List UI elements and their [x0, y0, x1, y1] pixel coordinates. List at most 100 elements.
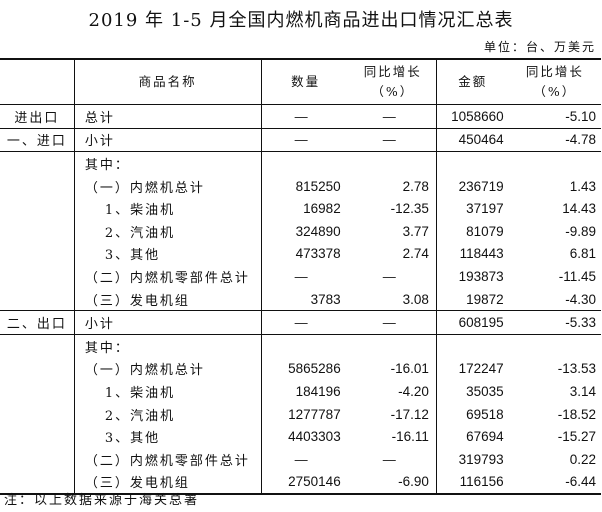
- table-row: 1、柴油机 16982 -12.35 37197 14.43: [0, 197, 601, 220]
- header-amount-yoy-unit: （%）: [533, 84, 577, 99]
- row-amount: 193873: [458, 268, 504, 284]
- header-quantity-yoy-label: 同比增长: [363, 64, 422, 79]
- row-section: [0, 402, 75, 426]
- row-quantity: —: [294, 451, 308, 467]
- row-amount-yoy: [508, 151, 601, 175]
- row-amount-yoy: -4.30: [565, 291, 596, 307]
- source-note: 注：以上数据来源于海关总署: [4, 493, 200, 508]
- row-section: [0, 174, 75, 198]
- table-title: 2019 年 1-5 月全国内燃机商品进出口情况汇总表: [88, 10, 514, 31]
- row-name: 小计: [74, 310, 262, 335]
- row-quantity: —: [261, 127, 350, 152]
- row-quantity: 184196: [295, 383, 341, 399]
- row-amount: 35035: [466, 383, 504, 399]
- row-name: （一）内燃机总计: [74, 174, 262, 198]
- row-quantity-yoy: —: [349, 310, 437, 335]
- row-amount: 319793: [458, 451, 504, 467]
- table-row: 2、汽油机 324890 3.77 81079 -9.89: [0, 219, 601, 243]
- row-amount: 1058660: [436, 104, 509, 129]
- header-row: 商品名称 数量 同比增长 （%） 金额 同比增长 （%）: [0, 58, 601, 105]
- row-name: 其中：: [74, 333, 262, 358]
- row-quantity: —: [261, 310, 350, 335]
- row-amount: [436, 333, 509, 358]
- row-amount-yoy: -13.53: [557, 361, 596, 377]
- row-amount-yoy: -5.10: [508, 104, 601, 129]
- row-quantity: —: [294, 268, 308, 284]
- row-amount: 67694: [466, 429, 504, 445]
- row-quantity: 4403303: [288, 429, 341, 445]
- row-section: 进出口: [0, 104, 75, 129]
- row-name: 其中：: [74, 151, 262, 175]
- row-quantity-yoy: -16.11: [349, 425, 437, 448]
- row-amount-yoy: 1.43: [569, 178, 596, 194]
- row-section: [0, 447, 75, 471]
- unit-label: 单位：台、万美元: [483, 40, 596, 54]
- row-quantity-yoy: —: [349, 104, 437, 129]
- row-quantity-yoy: 3.08: [349, 287, 437, 311]
- table-row: 进出口 总计 — —1058660 -5.10: [0, 104, 601, 129]
- row-quantity: 5865286: [288, 361, 341, 377]
- table-row: 其中：: [0, 151, 601, 175]
- row-quantity: [261, 151, 350, 175]
- row-quantity: 324890: [295, 223, 341, 239]
- header-quantity-yoy: 同比增长 （%）: [349, 58, 437, 105]
- row-quantity-yoy: -16.01: [349, 357, 437, 381]
- row-amount-yoy: -11.45: [558, 268, 596, 284]
- row-quantity-yoy: —: [349, 447, 437, 471]
- row-amount-yoy: -18.52: [557, 406, 596, 422]
- row-name: （一）内燃机总计: [74, 357, 262, 381]
- row-section: [0, 242, 75, 266]
- row-quantity: [261, 333, 350, 358]
- row-amount: 81079: [466, 223, 504, 239]
- row-amount: 69518: [466, 406, 504, 422]
- row-name: 总计: [74, 104, 262, 129]
- row-section: [0, 265, 75, 288]
- header-quantity: 数量: [261, 58, 350, 105]
- row-quantity: 2750146: [261, 470, 350, 496]
- row-quantity: 473378: [295, 246, 341, 262]
- table-row: （二）内燃机零部件总计 — — 319793 0.22: [0, 447, 601, 471]
- summary-table: 商品名称 数量 同比增长 （%） 金额 同比增长 （%） 进出口 总计 — —1058…: [0, 58, 601, 496]
- table-row: 二、出口 小计 — —608195 -5.33: [0, 310, 601, 335]
- row-section: [0, 425, 75, 448]
- row-amount-yoy: 3.14: [569, 383, 596, 399]
- row-section: [0, 219, 75, 243]
- row-amount-yoy: 0.22: [569, 451, 596, 467]
- row-amount-yoy: -6.44: [508, 470, 601, 496]
- table-row: （一）内燃机总计 815250 2.78 236719 1.43: [0, 174, 601, 198]
- row-amount-yoy: 14.43: [562, 201, 596, 217]
- row-quantity-yoy: -4.20: [349, 380, 437, 403]
- row-name: 小计: [74, 127, 262, 152]
- row-quantity-yoy: [349, 151, 437, 175]
- table-row: 其中：: [0, 333, 601, 358]
- row-section: [0, 333, 75, 358]
- row-section: [0, 380, 75, 403]
- row-name: 2、汽油机: [74, 402, 262, 426]
- table-row: （三）发电机组 3783 3.08 19872 -4.30: [0, 287, 601, 311]
- row-amount: 116156: [436, 470, 509, 496]
- table-row: 2、汽油机 1277787 -17.12 69518 -18.52: [0, 402, 601, 426]
- header-amount-yoy-label: 同比增长: [525, 64, 584, 79]
- row-quantity-yoy: 2.78: [349, 174, 437, 198]
- row-quantity-yoy: [349, 333, 437, 358]
- row-quantity: 16982: [303, 201, 341, 217]
- row-section: [0, 151, 75, 175]
- header-quantity-yoy-unit: （%）: [371, 84, 415, 99]
- row-name: 3、其他: [74, 425, 262, 448]
- row-quantity: 815250: [295, 178, 341, 194]
- row-section: [0, 197, 75, 220]
- row-name: （三）发电机组: [74, 470, 262, 496]
- header-section: [0, 58, 75, 105]
- row-quantity-yoy: -17.12: [349, 402, 437, 426]
- table-row: 3、其他 473378 2.74 118443 6.81: [0, 242, 601, 266]
- table-row: 一、进口 小计 — —450464 -4.78: [0, 127, 601, 152]
- header-amount: 金额: [436, 58, 509, 105]
- row-amount: 172247: [458, 361, 504, 377]
- table-row: （一）内燃机总计 5865286 -16.01 172247 -13.53: [0, 357, 601, 381]
- row-name: （二）内燃机零部件总计: [74, 265, 262, 288]
- row-amount-yoy: [508, 333, 601, 358]
- row-name: 3、其他: [74, 242, 262, 266]
- header-name: 商品名称: [74, 58, 262, 105]
- row-name: （三）发电机组: [74, 287, 262, 311]
- row-section: 二、出口: [0, 310, 75, 335]
